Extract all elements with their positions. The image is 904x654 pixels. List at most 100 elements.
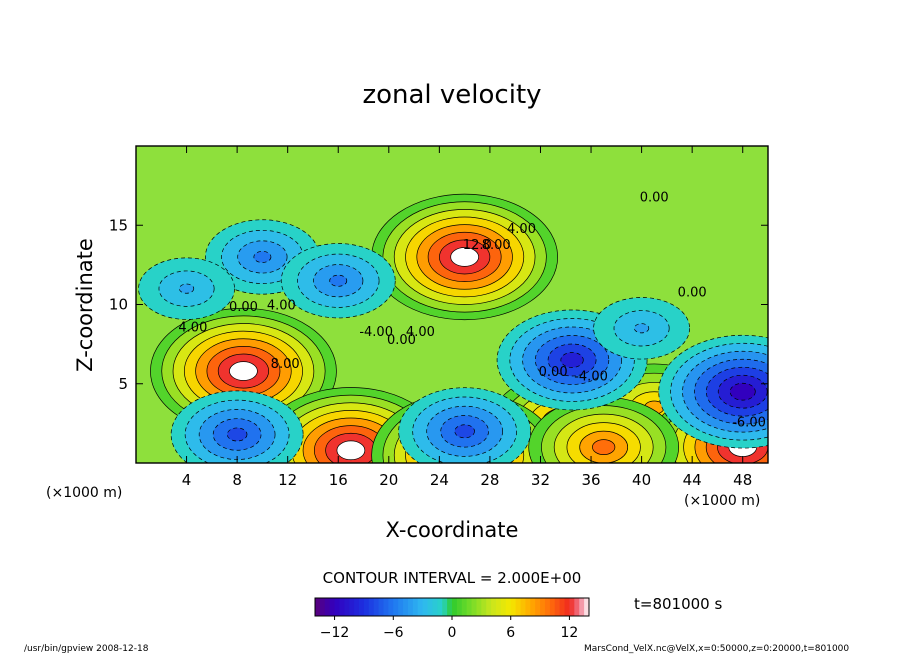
colorbar-swatch bbox=[344, 598, 350, 616]
field-feature-8 bbox=[658, 334, 768, 449]
x-tick-label: 16 bbox=[329, 471, 348, 489]
x-tick-label: 44 bbox=[683, 471, 702, 489]
colorbar-swatch bbox=[363, 598, 370, 616]
field-feature-9 bbox=[496, 309, 648, 411]
colorbar-swatch bbox=[412, 598, 419, 616]
plot-area: 4.000.00 4.008.00-4.000.004.008.0012.04.0… bbox=[135, 145, 769, 464]
colorbar-swatch bbox=[339, 598, 345, 616]
colorbar-swatch bbox=[334, 598, 340, 616]
colorbar-swatch bbox=[349, 598, 355, 616]
colorbar-swatch bbox=[584, 598, 590, 616]
colorbar-swatch bbox=[422, 598, 428, 616]
contour-band bbox=[560, 352, 584, 368]
colorbar-swatch bbox=[378, 598, 384, 616]
colorbar-swatch bbox=[383, 598, 389, 616]
colorbar-swatch bbox=[569, 598, 575, 616]
y-tick-label: 5 bbox=[118, 375, 128, 393]
colorbar-swatch bbox=[530, 598, 536, 616]
time-label: t=801000 s bbox=[634, 595, 722, 613]
colorbar-swatch bbox=[491, 598, 497, 616]
contour-label: 8.00 bbox=[271, 357, 300, 372]
x-tick-label: 32 bbox=[531, 471, 550, 489]
field-feature-11 bbox=[398, 387, 531, 463]
field-feature-10 bbox=[170, 390, 304, 463]
colorbar-swatch bbox=[496, 598, 502, 616]
colorbar-swatch bbox=[452, 598, 458, 616]
contour-band bbox=[226, 427, 248, 442]
contour-label: -6.00 bbox=[732, 416, 766, 431]
contour-label: 8.00 bbox=[482, 238, 511, 253]
x-tick-label: 40 bbox=[632, 471, 651, 489]
field-feature-13 bbox=[280, 243, 396, 319]
x-tick-label: 36 bbox=[581, 471, 600, 489]
colorbar-swatch bbox=[329, 598, 335, 616]
colorbar-swatch bbox=[481, 598, 487, 616]
colorbar-swatch bbox=[535, 598, 541, 616]
contour-label: 0.00 bbox=[640, 190, 669, 205]
contour-label: 0.00 bbox=[387, 333, 416, 348]
contour-label: 4.00 bbox=[178, 320, 207, 335]
colorbar-swatch bbox=[471, 598, 477, 616]
colorbar-swatch bbox=[525, 598, 531, 616]
colorbar-swatch bbox=[544, 598, 551, 616]
contour-band bbox=[253, 251, 272, 263]
chart-title: zonal velocity bbox=[362, 80, 541, 110]
colorbar-swatch bbox=[461, 598, 468, 616]
x-axis: 4 8 12 16 20 24 28 32 36 40 44 48 bbox=[182, 146, 752, 489]
colorbar-swatch bbox=[554, 598, 561, 616]
colorbar-swatch bbox=[417, 598, 424, 616]
contour-labels: 4.000.00 4.008.00-4.000.004.008.0012.04.0… bbox=[178, 190, 765, 430]
field-feature-7 bbox=[528, 396, 680, 463]
colorbar-swatch bbox=[373, 598, 380, 616]
colorbar-tick-label: 12 bbox=[561, 625, 579, 641]
contour-label: 4.00 bbox=[507, 222, 536, 237]
colorbar-swatch bbox=[510, 598, 517, 616]
contour-label: 0.00 bbox=[229, 300, 258, 315]
colorbar-swatch bbox=[579, 598, 585, 616]
contour-label: 0.00 bbox=[678, 286, 707, 301]
colorbar-swatch bbox=[515, 598, 521, 616]
x-unit-label-left: (×1000 m) bbox=[46, 485, 122, 501]
x-tick-label: 48 bbox=[733, 471, 752, 489]
colorbar-swatch bbox=[315, 598, 321, 616]
field-feature-14 bbox=[593, 297, 690, 360]
contour-band bbox=[729, 382, 756, 401]
colorbar-swatch bbox=[549, 598, 556, 616]
colorbar-swatch bbox=[500, 598, 507, 616]
colorbar-swatch bbox=[319, 598, 326, 616]
colorbar-swatch bbox=[359, 598, 365, 616]
colorbar-swatch bbox=[564, 598, 570, 616]
colorbar-swatch bbox=[393, 598, 399, 616]
colorbar-tick-label: −12 bbox=[320, 625, 350, 641]
colorbar-swatch bbox=[427, 598, 433, 616]
colorbar-swatch bbox=[354, 598, 360, 616]
contour-label: 0.00 bbox=[539, 365, 568, 380]
colorbar-swatch bbox=[559, 598, 565, 616]
colorbar-swatch bbox=[442, 598, 448, 616]
contour-band bbox=[634, 323, 650, 334]
x-axis-label: X-coordinate bbox=[386, 518, 519, 542]
velocity-field bbox=[138, 193, 768, 463]
x-tick-label: 20 bbox=[379, 471, 398, 489]
contour-label: -4.00 bbox=[359, 325, 393, 340]
colorbar-tick-label: 0 bbox=[448, 625, 457, 641]
field-feature-0 bbox=[371, 193, 558, 321]
colorbar-swatch bbox=[466, 598, 472, 616]
colorbar-swatch bbox=[447, 598, 453, 616]
y-axis: 5 10 15 bbox=[109, 216, 768, 393]
x-tick-label: 28 bbox=[480, 471, 499, 489]
x-tick-label: 12 bbox=[278, 471, 297, 489]
colorbar-swatch bbox=[505, 598, 512, 616]
contour-label: 4.00 bbox=[406, 325, 435, 340]
colorbar-swatch bbox=[407, 598, 414, 616]
contour-band bbox=[229, 361, 258, 381]
footer-left: /usr/bin/gpview 2008-12-18 bbox=[24, 644, 149, 654]
contour-label: 4.00 bbox=[267, 298, 296, 313]
footer-right: MarsCond_VelX.nc@VelX,x=0:50000,z=0:2000… bbox=[584, 644, 849, 654]
colorbar: −12 −6 0 6 12 bbox=[314, 597, 590, 641]
contour-band bbox=[454, 424, 475, 439]
x-unit-label-right: (×1000 m) bbox=[684, 493, 760, 509]
contour-band bbox=[179, 283, 195, 294]
colorbar-swatch bbox=[540, 598, 546, 616]
x-tick-label: 4 bbox=[182, 471, 192, 489]
